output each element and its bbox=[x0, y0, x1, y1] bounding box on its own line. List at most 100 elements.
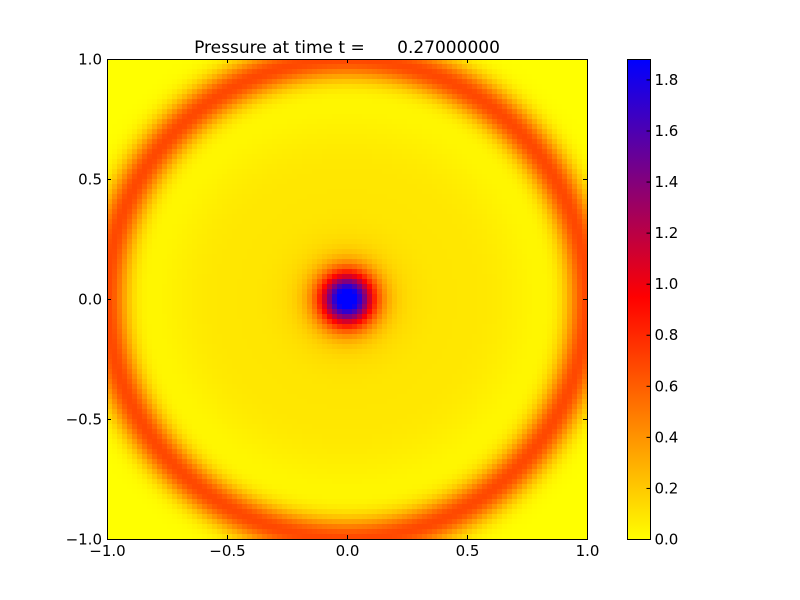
heatmap-cell bbox=[347, 94, 353, 100]
heatmap-cell bbox=[342, 304, 348, 310]
heatmap-cell bbox=[517, 94, 523, 100]
heatmap-cell bbox=[317, 124, 323, 130]
heatmap-cell bbox=[552, 199, 558, 205]
heatmap-cell bbox=[207, 249, 213, 255]
heatmap-cell bbox=[567, 79, 573, 85]
heatmap-cell bbox=[127, 144, 133, 150]
heatmap-cell bbox=[532, 89, 538, 95]
heatmap-cell bbox=[202, 129, 208, 135]
heatmap-cell bbox=[132, 109, 138, 115]
heatmap-cell bbox=[252, 269, 258, 275]
heatmap-cell bbox=[337, 224, 343, 230]
heatmap-cell bbox=[357, 119, 363, 125]
heatmap-cell bbox=[437, 189, 443, 195]
heatmap-cell bbox=[532, 174, 538, 180]
heatmap-cell bbox=[142, 224, 148, 230]
heatmap-cell bbox=[237, 129, 243, 135]
heatmap-cell bbox=[187, 169, 193, 175]
heatmap-cell bbox=[372, 264, 378, 270]
heatmap-cell bbox=[502, 224, 508, 230]
heatmap-cell bbox=[522, 79, 528, 85]
heatmap-cell bbox=[137, 104, 143, 110]
heatmap-cell bbox=[157, 144, 163, 150]
heatmap-cell bbox=[252, 59, 258, 65]
heatmap-cell bbox=[452, 254, 458, 260]
heatmap-cell bbox=[377, 234, 383, 240]
heatmap-cell bbox=[192, 259, 198, 265]
heatmap-cell bbox=[242, 209, 248, 215]
heatmap-cell bbox=[517, 294, 523, 300]
heatmap-cell bbox=[227, 159, 233, 165]
heatmap-cell bbox=[137, 79, 143, 85]
heatmap-cell bbox=[422, 129, 428, 135]
heatmap-cell bbox=[327, 69, 333, 75]
heatmap-cell bbox=[452, 64, 458, 70]
heatmap-cell bbox=[557, 229, 563, 235]
heatmap-cell bbox=[442, 279, 448, 285]
heatmap-cell bbox=[142, 269, 148, 275]
heatmap-cell bbox=[572, 139, 578, 145]
heatmap-cell bbox=[342, 229, 348, 235]
heatmap-cell bbox=[572, 129, 578, 135]
heatmap-cell bbox=[157, 259, 163, 265]
heatmap-cell bbox=[547, 114, 553, 120]
heatmap-cell bbox=[427, 279, 433, 285]
heatmap-cell bbox=[277, 144, 283, 150]
heatmap-cell bbox=[552, 64, 558, 70]
heatmap-cell bbox=[392, 244, 398, 250]
heatmap-cell bbox=[542, 64, 548, 70]
heatmap-cell bbox=[522, 134, 528, 140]
heatmap-cell bbox=[317, 114, 323, 120]
heatmap-cell bbox=[357, 169, 363, 175]
heatmap-cell bbox=[562, 264, 568, 270]
heatmap-cell bbox=[537, 74, 543, 80]
heatmap-cell bbox=[297, 244, 303, 250]
heatmap-cell bbox=[537, 139, 543, 145]
heatmap-cell bbox=[452, 189, 458, 195]
heatmap-cell bbox=[262, 259, 268, 265]
heatmap-cell bbox=[407, 169, 413, 175]
heatmap-cell bbox=[177, 204, 183, 210]
heatmap-cell bbox=[547, 94, 553, 100]
heatmap-cell bbox=[322, 94, 328, 100]
heatmap-cell bbox=[177, 274, 183, 280]
heatmap-cell bbox=[327, 74, 333, 80]
heatmap-cell bbox=[222, 109, 228, 115]
heatmap-cell bbox=[252, 69, 258, 75]
heatmap-cell bbox=[342, 129, 348, 135]
heatmap-cell bbox=[117, 159, 123, 165]
heatmap-cell bbox=[372, 79, 378, 85]
heatmap-cell bbox=[392, 239, 398, 245]
heatmap-cell bbox=[412, 119, 418, 125]
heatmap-cell bbox=[522, 209, 528, 215]
heatmap-cell bbox=[402, 184, 408, 190]
heatmap-cell bbox=[112, 174, 118, 180]
heatmap-cell bbox=[142, 274, 148, 280]
heatmap-cell bbox=[442, 89, 448, 95]
heatmap-cell bbox=[327, 294, 333, 300]
heatmap-cell bbox=[492, 134, 498, 140]
heatmap-cell bbox=[507, 209, 513, 215]
heatmap-cell bbox=[262, 289, 268, 295]
heatmap-cell bbox=[437, 219, 443, 225]
heatmap-cell bbox=[122, 174, 128, 180]
heatmap-cell bbox=[142, 69, 148, 75]
heatmap-cell bbox=[232, 209, 238, 215]
heatmap-cell bbox=[287, 314, 293, 320]
heatmap-cell bbox=[122, 179, 128, 185]
heatmap-cell bbox=[467, 199, 473, 205]
heatmap-cell bbox=[312, 109, 318, 115]
heatmap-cell bbox=[122, 229, 128, 235]
heatmap-cell bbox=[282, 244, 288, 250]
heatmap-cell bbox=[247, 79, 253, 85]
heatmap-cell bbox=[142, 289, 148, 295]
heatmap-cell bbox=[217, 139, 223, 145]
heatmap-cell bbox=[457, 229, 463, 235]
heatmap-cell bbox=[407, 74, 413, 80]
heatmap-cell bbox=[197, 174, 203, 180]
heatmap-cell bbox=[167, 144, 173, 150]
heatmap-cell bbox=[462, 279, 468, 285]
heatmap-cell bbox=[357, 219, 363, 225]
heatmap-cell bbox=[107, 99, 113, 105]
heatmap-cell bbox=[352, 264, 358, 270]
